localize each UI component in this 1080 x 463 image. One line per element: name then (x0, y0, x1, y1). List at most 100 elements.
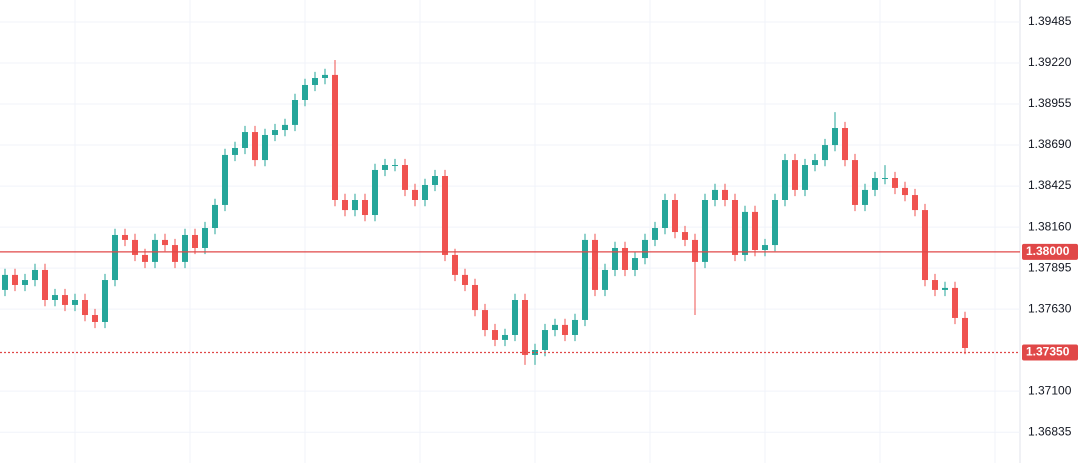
candle-body (792, 160, 798, 190)
candle-body (562, 324, 568, 335)
y-tick-label: 1.37630 (1028, 301, 1072, 315)
candle-body (662, 199, 668, 229)
candle-body (582, 239, 588, 320)
candle-body (812, 160, 818, 166)
candle-body (122, 234, 128, 240)
candle-body (52, 295, 58, 300)
y-tick-label: 1.38425 (1028, 178, 1072, 192)
candle-body (522, 299, 528, 355)
candle-body (32, 269, 38, 281)
candle-body (622, 247, 628, 270)
candle-body (262, 134, 268, 161)
candle-body (412, 189, 418, 200)
candle-body (712, 189, 718, 200)
candle-body (882, 178, 888, 180)
candle-body (682, 232, 688, 240)
price-level-badge (1022, 243, 1078, 260)
candle-body (202, 228, 208, 248)
candle-body (2, 274, 8, 290)
candle-body (302, 84, 308, 100)
candle-body (282, 124, 288, 131)
candle-body (12, 274, 18, 285)
candle-body (742, 211, 748, 255)
candle-body (92, 315, 98, 322)
y-tick-label: 1.39485 (1028, 14, 1072, 28)
candle-body (542, 330, 548, 350)
candle-body (772, 199, 778, 246)
candle-body (732, 199, 738, 255)
candle-body (472, 284, 478, 311)
candle-body (332, 74, 338, 200)
candle-body (362, 199, 368, 216)
candle-body (322, 74, 328, 79)
candle-body (702, 199, 708, 262)
candle-body (292, 99, 298, 125)
candle-body (922, 210, 928, 281)
candle-body (82, 299, 88, 316)
candle-body (272, 130, 278, 135)
candle-body (342, 199, 348, 211)
price-level-label: 1.38000 (1026, 244, 1070, 258)
candle-body (482, 310, 488, 331)
candle-body (492, 330, 498, 340)
candle-body (42, 269, 48, 300)
candle-body (932, 280, 938, 290)
candle-body (192, 234, 198, 248)
candle-body (312, 78, 318, 85)
candle-body (422, 184, 428, 200)
candle-body (952, 287, 958, 318)
candle-body (112, 234, 118, 281)
candle-body (132, 239, 138, 255)
y-tick-label: 1.36835 (1028, 424, 1072, 438)
candle-body (452, 254, 458, 275)
candle-body (352, 199, 358, 211)
candle-body (832, 128, 838, 146)
candle-body (572, 319, 578, 335)
candle-body (722, 189, 728, 200)
candle-body (552, 324, 558, 331)
candle-body (502, 334, 508, 340)
candle-body (142, 254, 148, 262)
candle-body (222, 154, 228, 205)
candle-body (842, 128, 848, 161)
candle-body (432, 176, 438, 185)
candle-body (532, 349, 538, 355)
candle-body (762, 245, 768, 250)
candle-body (242, 132, 248, 148)
candle-body (62, 295, 68, 305)
candle-body (442, 176, 448, 255)
candle-body (212, 204, 218, 229)
y-tick-label: 1.37100 (1028, 383, 1072, 397)
y-tick-label: 1.38690 (1028, 137, 1072, 151)
y-tick-label: 1.37895 (1028, 260, 1072, 274)
price-level-label: 1.37350 (1026, 345, 1070, 359)
candle-body (652, 228, 658, 240)
candle-body (152, 239, 158, 262)
candle-body (512, 299, 518, 335)
candle-body (382, 165, 388, 170)
candle-body (872, 178, 878, 190)
candle-body (372, 169, 378, 216)
candle-body (672, 199, 678, 233)
candle-body (462, 274, 468, 285)
y-tick-label: 1.38955 (1028, 96, 1072, 110)
candle-body (782, 160, 788, 200)
y-tick-label: 1.39220 (1028, 55, 1072, 69)
candle-body (402, 165, 408, 190)
candle-body (942, 287, 948, 290)
candle-body (802, 165, 808, 190)
candle-body (892, 178, 898, 188)
candle-body (862, 189, 868, 205)
candle-body (182, 234, 188, 262)
candle-body (252, 132, 258, 161)
candle-body (632, 258, 638, 270)
vertical-grid (74, 0, 996, 463)
candle-body (822, 145, 828, 161)
candle-body (102, 280, 108, 322)
candle-body (642, 239, 648, 259)
candle-body (232, 147, 238, 155)
candle-body (602, 269, 608, 290)
candle-body (902, 187, 908, 196)
candle-body (72, 299, 78, 305)
